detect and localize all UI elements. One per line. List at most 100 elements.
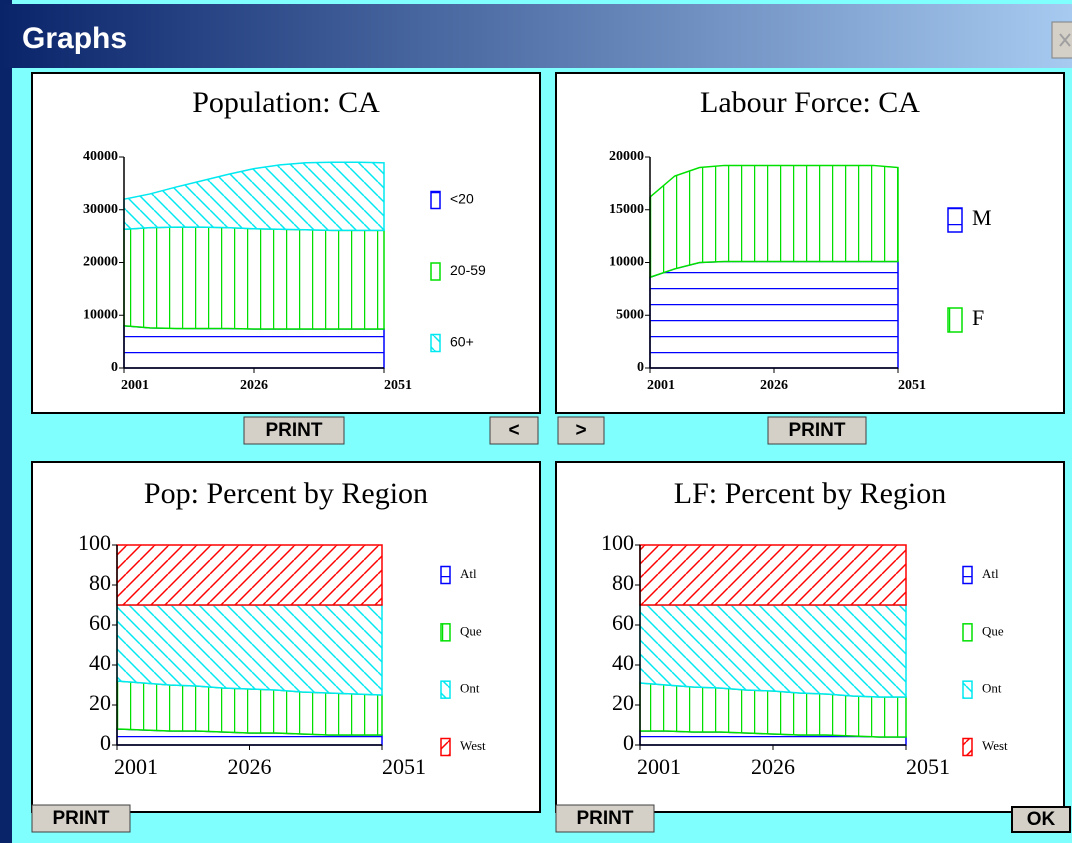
window-border	[0, 0, 12, 843]
x-tick-label: 2001	[114, 754, 158, 779]
legend-swatch	[430, 262, 441, 281]
y-tick-label: 0	[111, 360, 118, 375]
chart-title: LF: Percent by Region	[674, 477, 946, 510]
button-face[interactable]	[555, 804, 655, 833]
legend-label: Atl	[982, 566, 999, 581]
legend-swatch	[962, 737, 973, 757]
button-label[interactable]: OK	[1027, 809, 1056, 830]
y-tick-label: 15000	[609, 202, 644, 217]
y-tick-label: 0	[100, 730, 111, 755]
y-tick-label: 40000	[83, 149, 118, 164]
area	[123, 324, 385, 369]
y-tick-label: 5000	[616, 307, 644, 322]
y-tick-label: 80	[89, 570, 111, 595]
y-tick-label: 20000	[609, 149, 644, 164]
legend-swatch	[947, 307, 963, 333]
legend-swatch	[440, 623, 451, 642]
legend-swatch	[440, 737, 451, 757]
ok-button[interactable]: OK	[1011, 806, 1071, 833]
legend-label: M	[972, 205, 992, 230]
chart-title: Population: CA	[192, 86, 380, 119]
legend-swatch	[962, 623, 973, 642]
legend-label: Que	[460, 623, 482, 638]
button-face[interactable]	[489, 416, 539, 445]
area	[649, 260, 899, 369]
title-bar	[0, 4, 1072, 68]
y-tick-label: 30000	[83, 202, 118, 217]
x-tick-label: 2026	[751, 754, 795, 779]
y-tick-label: 40	[612, 650, 634, 675]
area	[639, 544, 907, 606]
x-tick-label: 2001	[121, 378, 149, 393]
x-tick-label: 2026	[760, 378, 788, 393]
close-button[interactable]	[1051, 21, 1072, 59]
area	[116, 604, 383, 696]
buttons: PRINT < > PRINT PRINT PRINT OK	[31, 416, 1071, 833]
legend-swatch	[947, 207, 963, 233]
y-tick-label: 20000	[83, 255, 118, 270]
x-tick-label: 2001	[647, 378, 675, 393]
legend-label: 20-59	[450, 262, 486, 278]
button-label[interactable]: PRINT	[577, 808, 634, 829]
button-face[interactable]	[767, 416, 867, 445]
chart-title: Labour Force: CA	[700, 86, 920, 119]
chart: Pop: Percent by Region Atl Que Ont West 0 20 40…	[31, 461, 541, 813]
y-tick-label: 40	[89, 650, 111, 675]
x-tick-label: 2051	[382, 754, 426, 779]
print-button[interactable]: PRINT	[31, 804, 131, 833]
chart-title: Pop: Percent by Region	[144, 477, 428, 510]
y-tick-label: 0	[623, 730, 634, 755]
button-label[interactable]: PRINT	[266, 420, 323, 441]
legend-swatch	[962, 565, 973, 585]
legend-swatch	[430, 333, 441, 353]
y-tick-label: 100	[601, 530, 634, 555]
button-face[interactable]	[243, 416, 345, 445]
area	[116, 544, 383, 606]
area	[123, 226, 385, 330]
chart: Population: CA <20 20-59 60+ 0 10000 20000 3000…	[31, 72, 541, 414]
legend-swatch	[430, 190, 441, 210]
button-label[interactable]: <	[508, 420, 519, 441]
legend-swatch	[440, 680, 451, 699]
y-tick-label: 10000	[609, 255, 644, 270]
legend-label: Que	[982, 623, 1004, 638]
close-button-face[interactable]	[1051, 21, 1072, 59]
button-label[interactable]: PRINT	[53, 808, 110, 829]
y-tick-label: 80	[612, 570, 634, 595]
y-tick-label: 0	[637, 360, 644, 375]
area	[123, 161, 385, 232]
legend-swatch	[962, 680, 973, 699]
area	[639, 604, 907, 698]
y-tick-label: 10000	[83, 307, 118, 322]
y-tick-label: 20	[612, 690, 634, 715]
legend-label: <20	[450, 191, 474, 207]
legend-label: F	[972, 305, 984, 330]
x-tick-label: 2001	[637, 754, 681, 779]
legend-label: West	[460, 738, 486, 753]
area	[649, 164, 899, 279]
button-face[interactable]	[1011, 806, 1071, 833]
button-label[interactable]: PRINT	[789, 420, 846, 441]
legend-label: Atl	[460, 566, 477, 581]
y-tick-label: 60	[89, 610, 111, 635]
button-face[interactable]	[557, 416, 605, 445]
chart: Labour Force: CA M F 0 5000 10000 15000 20000 20…	[555, 72, 1065, 414]
button-face[interactable]	[31, 804, 131, 833]
x-tick-label: 2051	[898, 378, 926, 393]
window-title: Graphs	[22, 22, 127, 55]
x-tick-label: 2051	[906, 754, 950, 779]
print-button[interactable]: PRINT	[555, 804, 655, 833]
print-button[interactable]: PRINT	[243, 416, 345, 445]
x-tick-label: 2026	[228, 754, 272, 779]
print-button[interactable]: PRINT	[767, 416, 867, 445]
prev-button[interactable]: <	[489, 416, 539, 445]
next-button[interactable]: >	[557, 416, 605, 445]
chart: LF: Percent by Region Atl Que Ont West 0 20 40 6…	[555, 461, 1065, 813]
legend-label: West	[982, 738, 1008, 753]
button-label[interactable]: >	[575, 420, 586, 441]
charts: Population: CA<2020-5960+010000200003000…	[31, 72, 1065, 813]
y-tick-label: 100	[78, 530, 111, 555]
legend-label: Ont	[460, 681, 480, 696]
y-tick-label: 60	[612, 610, 634, 635]
